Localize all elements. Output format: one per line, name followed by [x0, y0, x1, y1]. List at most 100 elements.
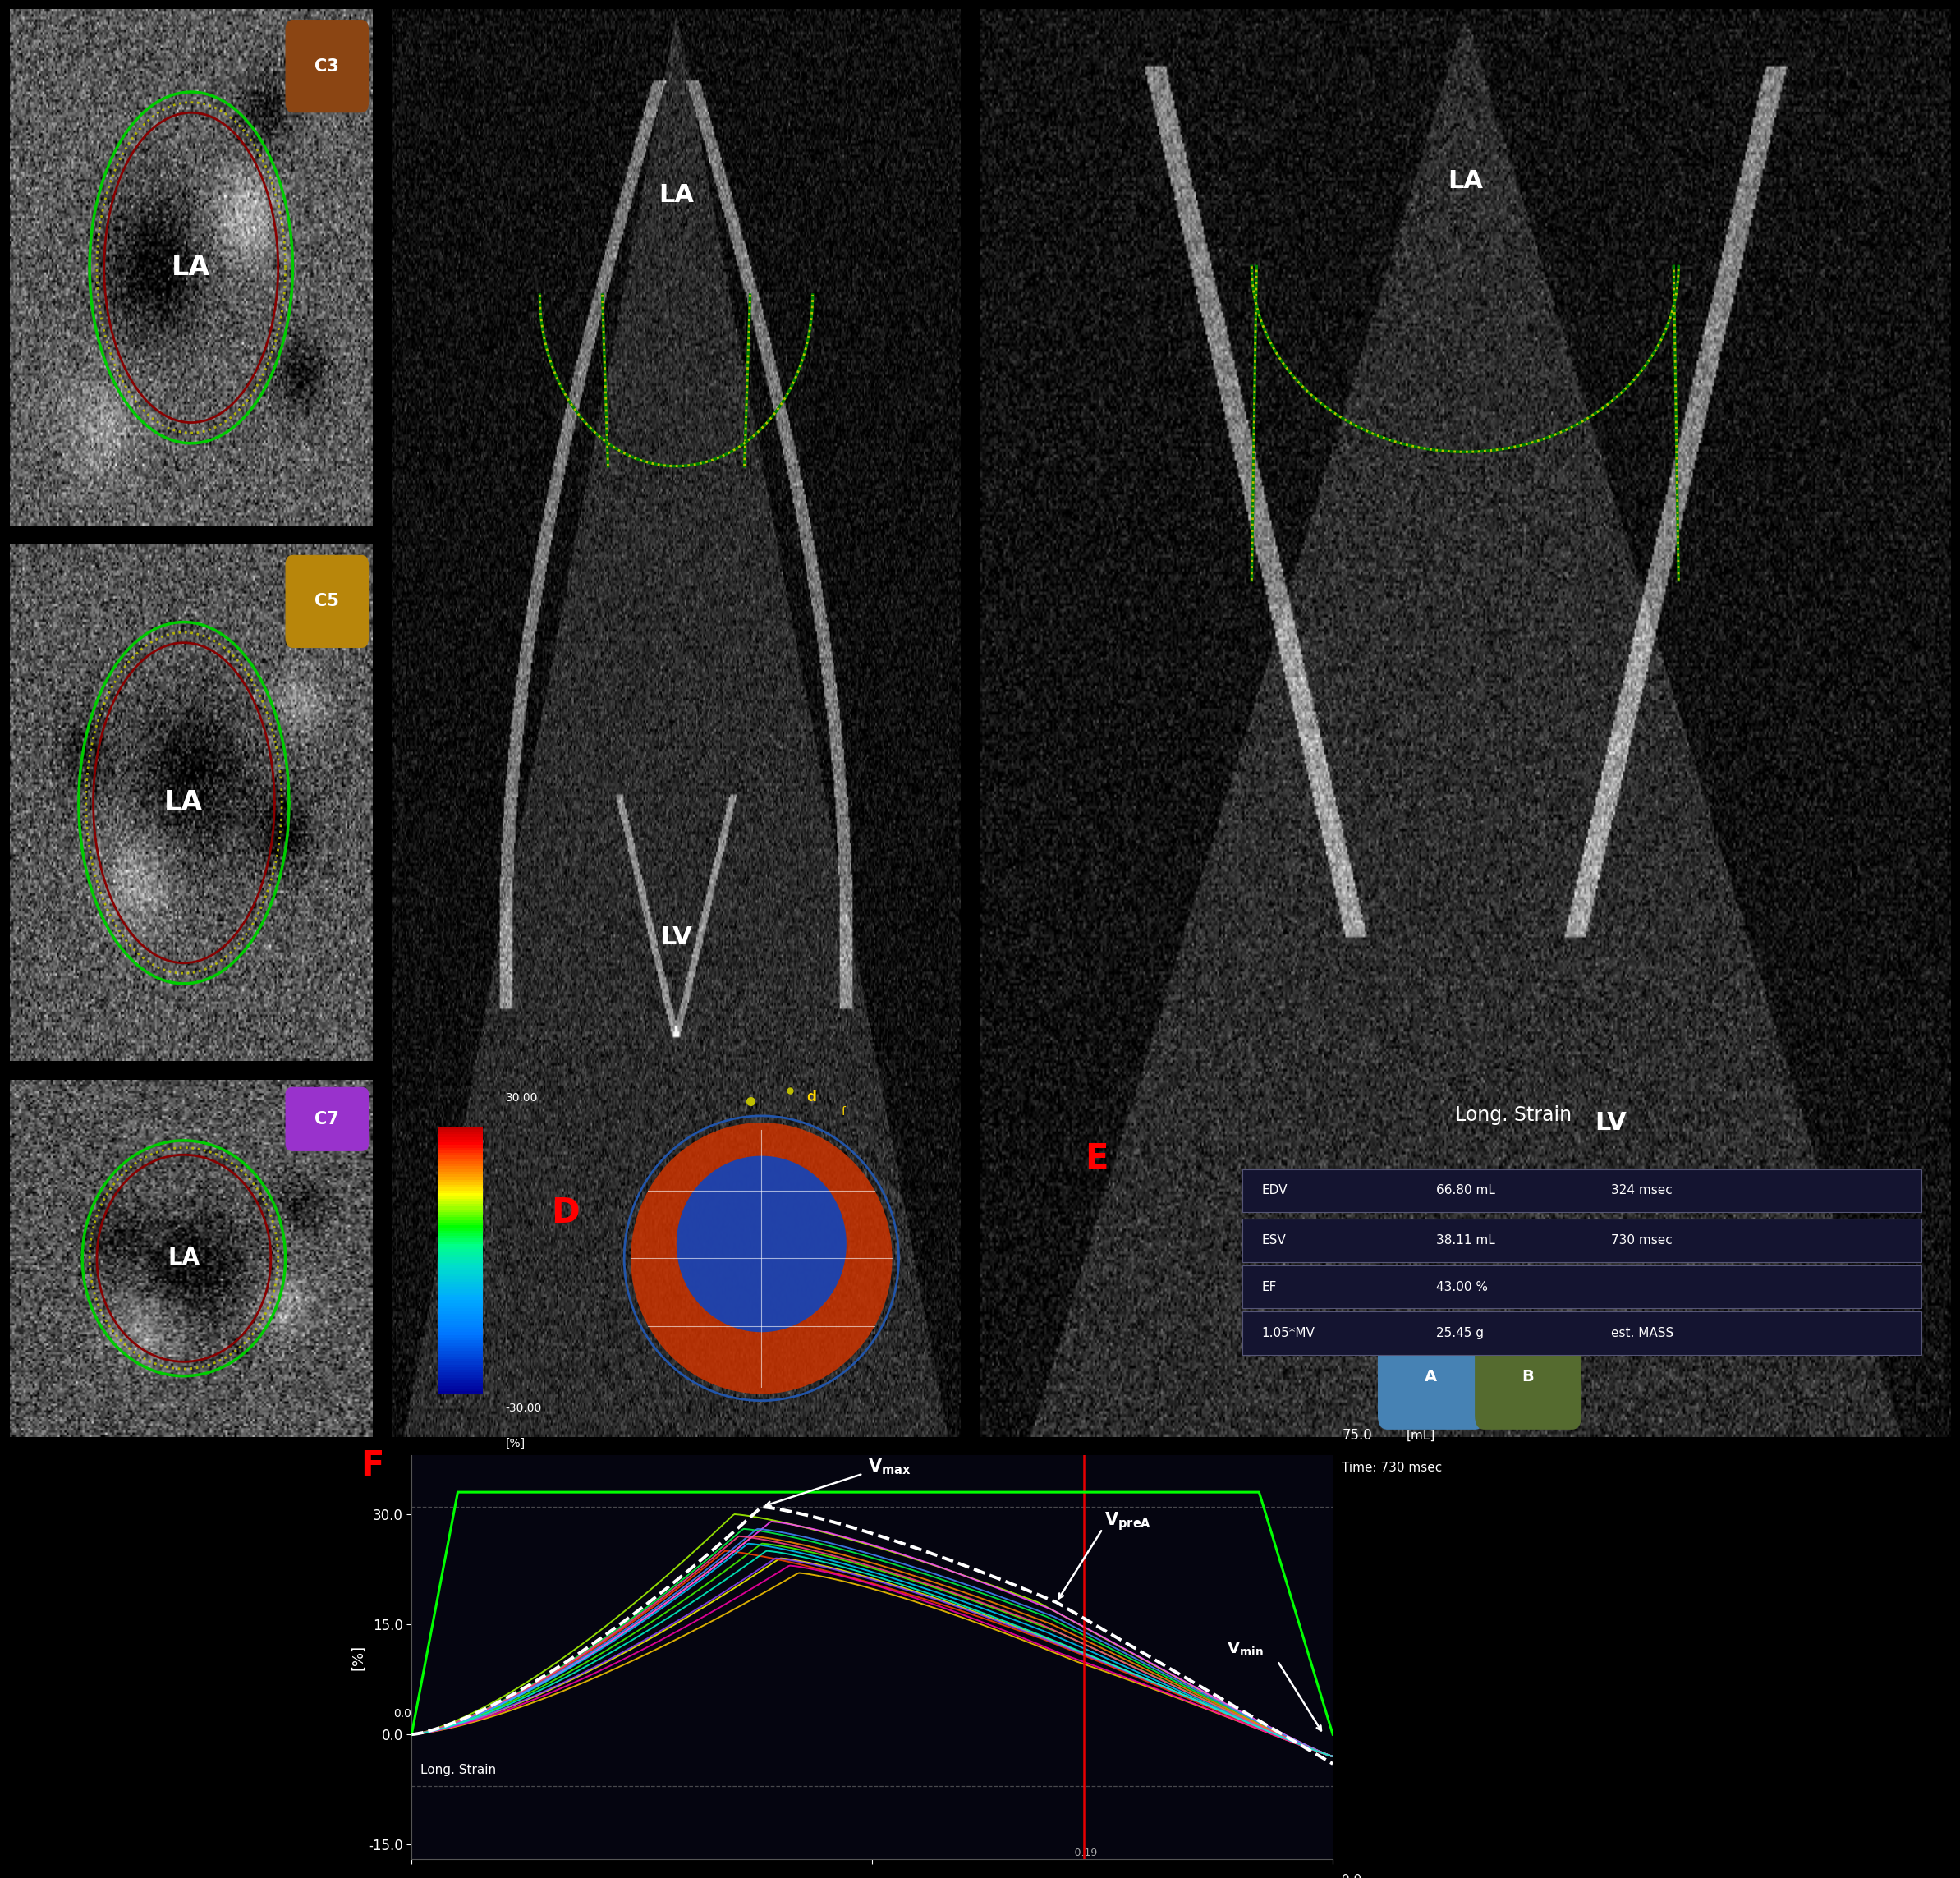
Bar — [437, 1348, 482, 1350]
Text: D: D — [551, 1196, 580, 1230]
Bar — [1243, 1168, 1921, 1211]
Bar — [437, 1335, 482, 1337]
Text: 75.0: 75.0 — [1343, 1427, 1372, 1442]
Text: C5: C5 — [316, 593, 339, 610]
Bar — [437, 1388, 482, 1392]
Text: 0.0: 0.0 — [394, 1709, 412, 1720]
Bar — [437, 1224, 482, 1228]
Bar — [1243, 1311, 1921, 1354]
Polygon shape — [676, 1155, 847, 1332]
Bar — [437, 1309, 482, 1311]
Bar — [437, 1286, 482, 1290]
Text: Time: 730 msec: Time: 730 msec — [1343, 1461, 1443, 1474]
Bar — [437, 1211, 482, 1215]
Bar — [437, 1153, 482, 1155]
Bar — [437, 1217, 482, 1221]
Bar — [437, 1185, 482, 1187]
Bar — [437, 1228, 482, 1230]
Bar — [437, 1215, 482, 1217]
Bar — [437, 1365, 482, 1367]
Bar — [437, 1241, 482, 1243]
Bar — [437, 1373, 482, 1375]
Bar — [437, 1236, 482, 1239]
Bar — [437, 1347, 482, 1348]
Bar — [437, 1285, 482, 1286]
Text: -30.00: -30.00 — [506, 1403, 543, 1414]
Bar — [437, 1172, 482, 1174]
Bar — [437, 1294, 482, 1298]
Bar — [437, 1386, 482, 1388]
Bar — [437, 1146, 482, 1147]
Text: LA: LA — [169, 1247, 200, 1270]
Bar — [437, 1313, 482, 1316]
Bar — [437, 1337, 482, 1341]
Bar — [437, 1155, 482, 1159]
FancyBboxPatch shape — [286, 556, 368, 648]
Bar — [437, 1260, 482, 1262]
Bar — [437, 1281, 482, 1285]
Text: [mL]: [mL] — [1407, 1429, 1435, 1442]
Text: $\mathbf{V_{max}}$: $\mathbf{V_{max}}$ — [868, 1457, 911, 1476]
Text: 38.11 mL: 38.11 mL — [1437, 1234, 1495, 1247]
Bar — [437, 1206, 482, 1209]
Bar — [437, 1392, 482, 1393]
Bar — [437, 1142, 482, 1146]
Bar — [437, 1273, 482, 1277]
Bar — [437, 1316, 482, 1318]
Bar — [437, 1136, 482, 1140]
Bar — [437, 1311, 482, 1313]
Bar — [437, 1191, 482, 1193]
Bar — [437, 1140, 482, 1142]
Bar — [437, 1249, 482, 1253]
Text: est. MASS: est. MASS — [1611, 1328, 1674, 1339]
Text: -0.19: -0.19 — [1070, 1848, 1098, 1857]
FancyBboxPatch shape — [286, 19, 368, 113]
Text: 66.80 mL: 66.80 mL — [1437, 1185, 1495, 1196]
Text: d: d — [808, 1089, 817, 1104]
Bar — [437, 1330, 482, 1332]
Bar — [437, 1243, 482, 1247]
Text: $\mathbf{V_{min}}$: $\mathbf{V_{min}}$ — [1227, 1641, 1264, 1658]
Bar — [437, 1223, 482, 1224]
Bar — [437, 1168, 482, 1172]
FancyBboxPatch shape — [1378, 1322, 1484, 1429]
Bar — [437, 1179, 482, 1183]
Bar — [437, 1193, 482, 1196]
Bar — [437, 1147, 482, 1151]
Bar — [437, 1132, 482, 1134]
Bar — [1243, 1266, 1921, 1309]
Text: ESV: ESV — [1262, 1234, 1286, 1247]
Text: [%]: [%] — [506, 1439, 525, 1450]
Text: 43.00 %: 43.00 % — [1437, 1281, 1488, 1292]
Text: Long. Strain: Long. Strain — [421, 1763, 496, 1777]
Text: B: B — [1523, 1369, 1535, 1384]
Text: 25.45 g: 25.45 g — [1437, 1328, 1484, 1339]
Text: EF: EF — [1262, 1281, 1276, 1292]
Bar — [437, 1198, 482, 1202]
Bar — [437, 1268, 482, 1271]
Bar — [437, 1209, 482, 1211]
Text: A: A — [1425, 1369, 1437, 1384]
Text: C7: C7 — [316, 1112, 339, 1127]
Bar — [437, 1161, 482, 1164]
Text: LV: LV — [1595, 1110, 1627, 1134]
Bar — [437, 1341, 482, 1343]
Bar — [437, 1350, 482, 1354]
Bar — [437, 1277, 482, 1279]
Text: LV: LV — [661, 926, 692, 948]
Polygon shape — [631, 1123, 892, 1393]
Bar — [437, 1332, 482, 1335]
Bar — [437, 1262, 482, 1266]
Bar — [437, 1221, 482, 1223]
Bar — [437, 1196, 482, 1198]
Text: 0.0: 0.0 — [1343, 1874, 1362, 1878]
Bar — [437, 1202, 482, 1204]
FancyBboxPatch shape — [286, 1087, 368, 1151]
Text: 1.05*MV: 1.05*MV — [1262, 1328, 1315, 1339]
Bar — [437, 1151, 482, 1153]
Bar — [437, 1183, 482, 1185]
Bar — [437, 1298, 482, 1300]
Bar — [437, 1247, 482, 1249]
Bar — [437, 1378, 482, 1380]
Bar — [437, 1204, 482, 1206]
